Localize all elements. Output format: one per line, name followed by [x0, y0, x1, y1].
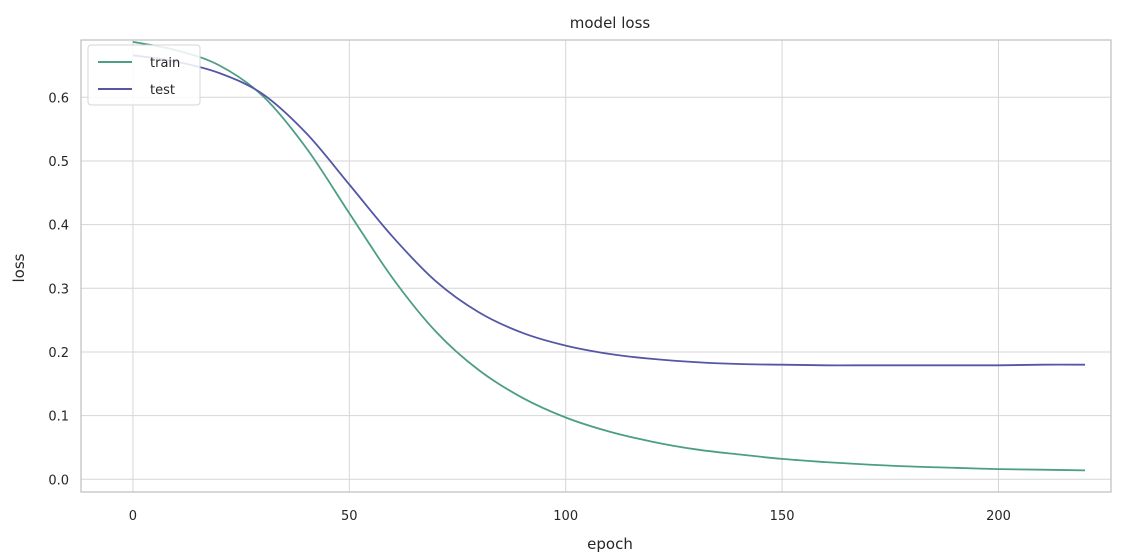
y-tick-label: 0.4	[48, 219, 69, 234]
legend-label-train: train	[150, 56, 180, 71]
plot-frame	[80, 39, 1112, 493]
tick-layer: 0 50 100 150 200 0.0 0.1 0.2 0.3 0.4 0.5 0.6	[48, 91, 1011, 524]
series-line-train	[132, 41, 1086, 472]
chart-title: model loss	[570, 14, 651, 32]
x-axis-label: epoch	[587, 535, 633, 553]
series-layer	[132, 41, 1086, 472]
series-line-test	[132, 54, 1086, 367]
legend-label-test: test	[150, 83, 175, 98]
y-tick-label: 0.3	[48, 282, 69, 297]
y-tick-label: 0.5	[48, 155, 69, 170]
legend-box	[87, 44, 201, 106]
y-tick-label: 0.2	[48, 346, 69, 361]
y-axis-label: loss	[10, 253, 28, 282]
grid-layer	[81, 40, 1111, 492]
x-tick-label: 100	[553, 509, 578, 524]
y-tick-label: 0.0	[48, 473, 69, 488]
x-tick-label: 0	[129, 509, 137, 524]
x-tick-label: 50	[341, 509, 358, 524]
x-tick-label: 200	[986, 509, 1011, 524]
x-tick-label: 150	[770, 509, 795, 524]
y-tick-label: 0.6	[48, 91, 69, 106]
legend: train test	[87, 44, 201, 106]
y-tick-label: 0.1	[48, 410, 69, 425]
